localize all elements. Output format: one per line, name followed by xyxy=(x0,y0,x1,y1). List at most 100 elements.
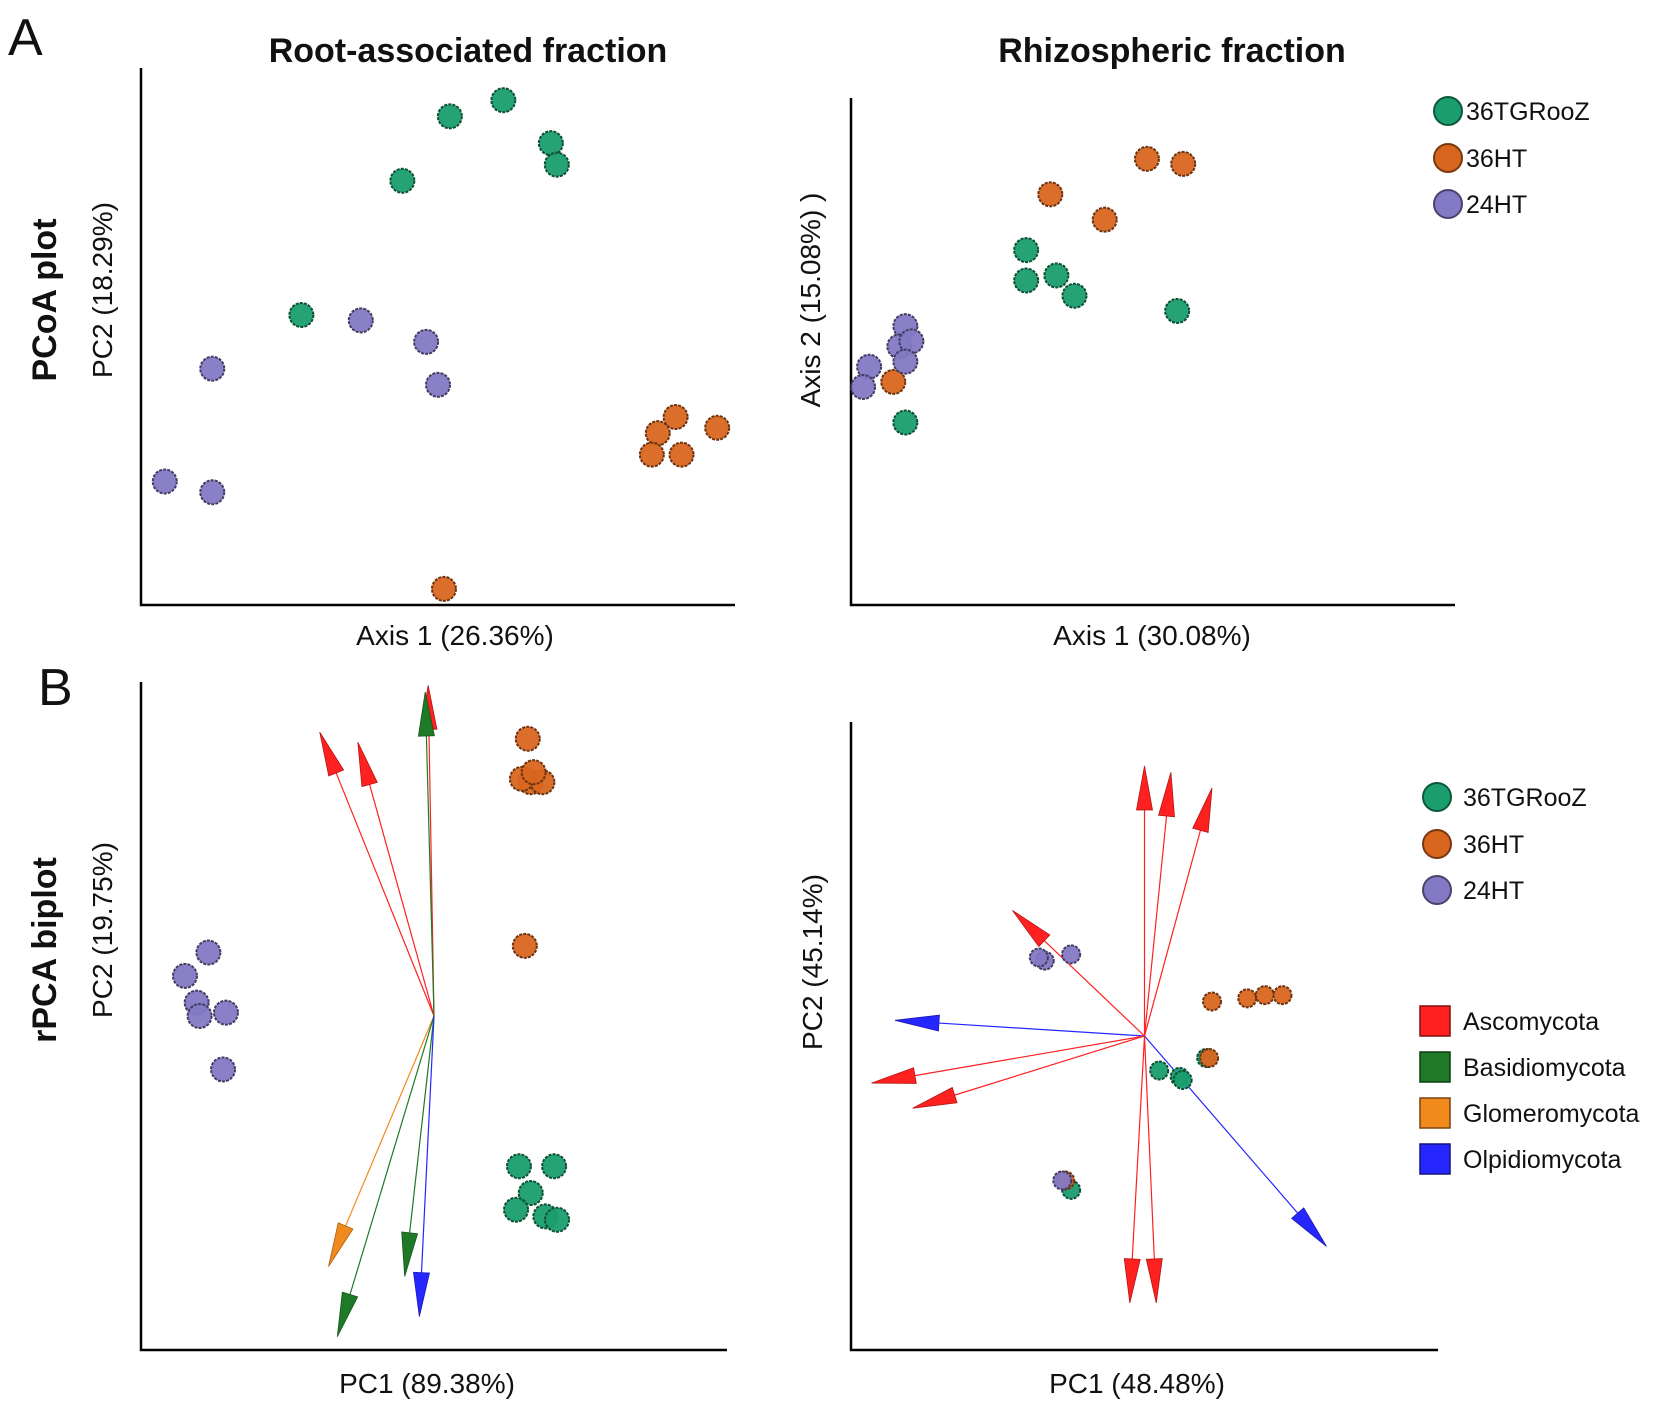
rpca-rhizo-axes xyxy=(849,722,1438,1352)
legend-marker-24ht-b xyxy=(1422,875,1452,905)
rpca-rhizo-arrow-ascomycota-2 xyxy=(1143,787,1213,1037)
pcoa-root-point-36tgrooz-5 xyxy=(288,302,315,329)
pcoa-root-point-24ht-0 xyxy=(199,355,226,382)
legend-label-24ht-b: 24HT xyxy=(1463,877,1524,905)
pcoa-rhizo-point-36ht-3 xyxy=(1091,206,1118,233)
rpca-root-arrow-olpidiomycota-7 xyxy=(413,1015,435,1317)
rpca-root-point-36ht-4 xyxy=(520,759,547,786)
rpca-root-point-36tgrooz-2 xyxy=(517,1180,544,1207)
rpca-rhizo-point-24ht-1 xyxy=(1028,947,1049,968)
pcoa-root-point-36tgrooz-0 xyxy=(436,103,463,130)
pcoa-rhizo-point-24ht-3 xyxy=(892,348,919,375)
legend-label-24ht: 24HT xyxy=(1466,191,1527,219)
pcoa-root-point-36tgrooz-1 xyxy=(490,87,517,114)
column-title-rhizo: Rhizospheric fraction xyxy=(998,32,1346,70)
legend-label-basidiomycota: Basidiomycota xyxy=(1463,1054,1626,1082)
pcoa-root-point-36ht-2 xyxy=(668,441,695,468)
pcoa-root-chart: Axis 1 (26.36%) PC2 (18.29%) xyxy=(87,68,735,651)
pcoa-rhizo-point-36tgrooz-1 xyxy=(1013,267,1040,294)
legend-marker-36tgrooz-b xyxy=(1422,782,1452,812)
rpca-rhizo-point-24ht-3 xyxy=(1052,1170,1073,1191)
panel-label-a: A xyxy=(8,9,43,67)
rpca-rhizo-arrow-ascomycota-8 xyxy=(1123,1035,1146,1303)
pcoa-root-axes xyxy=(139,68,735,607)
rpca-rhizo-arrow-olpidiomycota-7 xyxy=(1144,1035,1327,1247)
legend-swatch-basidiomycota xyxy=(1419,1051,1451,1083)
rpca-rhizo-arrow-ascomycota-5 xyxy=(871,1035,1145,1084)
rpca-root-point-36ht-0 xyxy=(514,725,541,752)
pcoa-root-point-36ht-5 xyxy=(430,575,457,602)
legend-marker-24ht xyxy=(1433,189,1463,219)
rpca-rhizo-point-36ht-2 xyxy=(1254,985,1275,1006)
legend-swatch-olpidiomycota xyxy=(1419,1143,1451,1175)
rpca-root-point-24ht-4 xyxy=(186,1003,213,1029)
rpca-root-x-axis-label: PC1 (89.38%) xyxy=(339,1368,515,1399)
rpca-rhizo-y-axis-label: PC2 (45.14%) xyxy=(797,874,828,1050)
pcoa-rhizo-point-36tgrooz-3 xyxy=(1061,282,1088,309)
pcoa-root-point-36tgrooz-2 xyxy=(537,130,564,157)
rpca-rhizo-arrow-ascomycota-6 xyxy=(912,1035,1145,1109)
pcoa-root-point-24ht-4 xyxy=(151,468,178,495)
column-title-root: Root-associated fraction xyxy=(269,32,668,70)
pcoa-rhizo-point-36tgrooz-5 xyxy=(892,409,919,436)
rpca-root-point-36tgrooz-5 xyxy=(544,1206,571,1233)
rpca-rhizo-point-36ht-4 xyxy=(1199,1047,1220,1068)
legend-swatch-ascomycota xyxy=(1419,1005,1451,1037)
rpca-rhizo-point-24ht-2 xyxy=(1061,944,1082,965)
rpca-rhizo-chart: PC1 (48.48%) PC2 (45.14%) xyxy=(797,722,1438,1399)
pcoa-root-point-36ht-4 xyxy=(704,414,731,441)
rpca-rhizo-x-axis-label: PC1 (48.48%) xyxy=(1049,1368,1225,1399)
legend-label-glomeromycota: Glomeromycota xyxy=(1463,1100,1640,1128)
pcoa-root-point-24ht-1 xyxy=(347,307,374,334)
pcoa-rhizo-point-24ht-4 xyxy=(856,353,883,380)
rpca-root-point-36ht-5 xyxy=(511,932,538,959)
pcoa-rhizo-point-36tgrooz-0 xyxy=(1013,237,1040,264)
rpca-rhizo-arrow-ascomycota-1 xyxy=(1143,772,1175,1037)
pcoa-rhizo-axes xyxy=(849,98,1455,607)
pcoa-rhizo-point-36ht-4 xyxy=(880,368,907,395)
rpca-rhizo-arrow-ascomycota-0 xyxy=(1136,765,1153,1036)
legend-marker-36tgrooz xyxy=(1433,96,1463,126)
legend-label-ascomycota: Ascomycota xyxy=(1463,1008,1599,1036)
rpca-root-point-24ht-1 xyxy=(171,962,198,989)
rpca-root-point-36tgrooz-3 xyxy=(503,1196,530,1223)
legend-groups-top: 36TGRooZ 36HT 24HT xyxy=(1433,96,1590,219)
legend-label-36ht: 36HT xyxy=(1466,145,1527,173)
rpca-root-point-24ht-5 xyxy=(210,1056,237,1083)
pcoa-root-x-axis-label: Axis 1 (26.36%) xyxy=(356,620,554,651)
pcoa-root-point-36ht-0 xyxy=(662,404,689,431)
rpca-rhizo-arrow-ascomycota-9 xyxy=(1143,1035,1163,1303)
rpca-root-arrow-basidiomycota-3 xyxy=(417,691,435,1017)
pcoa-root-point-36tgrooz-3 xyxy=(543,151,570,178)
rpca-root-arrow-glomeromycota-4 xyxy=(328,1015,435,1267)
pcoa-rhizo-point-36ht-2 xyxy=(1037,181,1064,208)
rpca-root-arrow-basidiomycota-6 xyxy=(401,1015,435,1277)
pcoa-rhizo-x-axis-label: Axis 1 (30.08%) xyxy=(1053,620,1251,651)
rpca-rhizo-point-36ht-3 xyxy=(1272,985,1293,1006)
pcoa-rhizo-point-24ht-2 xyxy=(898,328,925,355)
pcoa-root-point-24ht-3 xyxy=(425,371,451,398)
pcoa-rhizo-point-36ht-1 xyxy=(1170,150,1197,177)
legend-groups-bottom: 36TGRooZ 36HT 24HT xyxy=(1422,782,1587,905)
legend-label-36ht-b: 36HT xyxy=(1463,831,1524,859)
pcoa-rhizo-point-36ht-0 xyxy=(1133,145,1160,172)
rpca-root-point-24ht-0 xyxy=(195,939,222,966)
legend-marker-36ht-b xyxy=(1422,829,1452,859)
legend-phyla: Ascomycota Basidiomycota Glomeromycota O… xyxy=(1419,1005,1640,1175)
rpca-root-arrow-ascomycota-1 xyxy=(357,741,435,1017)
pcoa-rhizo-point-36tgrooz-2 xyxy=(1043,262,1070,289)
rpca-rhizo-point-36tgrooz-0 xyxy=(1149,1060,1170,1081)
pcoa-root-y-axis-label: PC2 (18.29%) xyxy=(87,202,118,378)
legend-swatch-glomeromycota xyxy=(1419,1097,1451,1129)
pcoa-rhizo-point-36tgrooz-4 xyxy=(1164,297,1191,324)
rpca-root-point-24ht-3 xyxy=(212,999,239,1026)
pcoa-root-point-36ht-3 xyxy=(638,441,665,468)
legend-label-36tgrooz: 36TGRooZ xyxy=(1466,98,1590,126)
pcoa-rhizo-chart: Axis 1 (30.08%) Axis 2 (15.08%) ) xyxy=(795,98,1455,651)
row-title-pcoa: PCoA plot xyxy=(26,218,64,381)
rpca-root-point-36tgrooz-0 xyxy=(505,1153,532,1180)
legend-label-olpidiomycota: Olpidiomycota xyxy=(1463,1146,1621,1174)
rpca-rhizo-arrow-ascomycota-3 xyxy=(1012,910,1145,1037)
rpca-rhizo-point-36ht-1 xyxy=(1237,988,1258,1009)
rpca-root-chart: PC1 (89.38%) PC2 (19.75%) xyxy=(87,682,727,1399)
